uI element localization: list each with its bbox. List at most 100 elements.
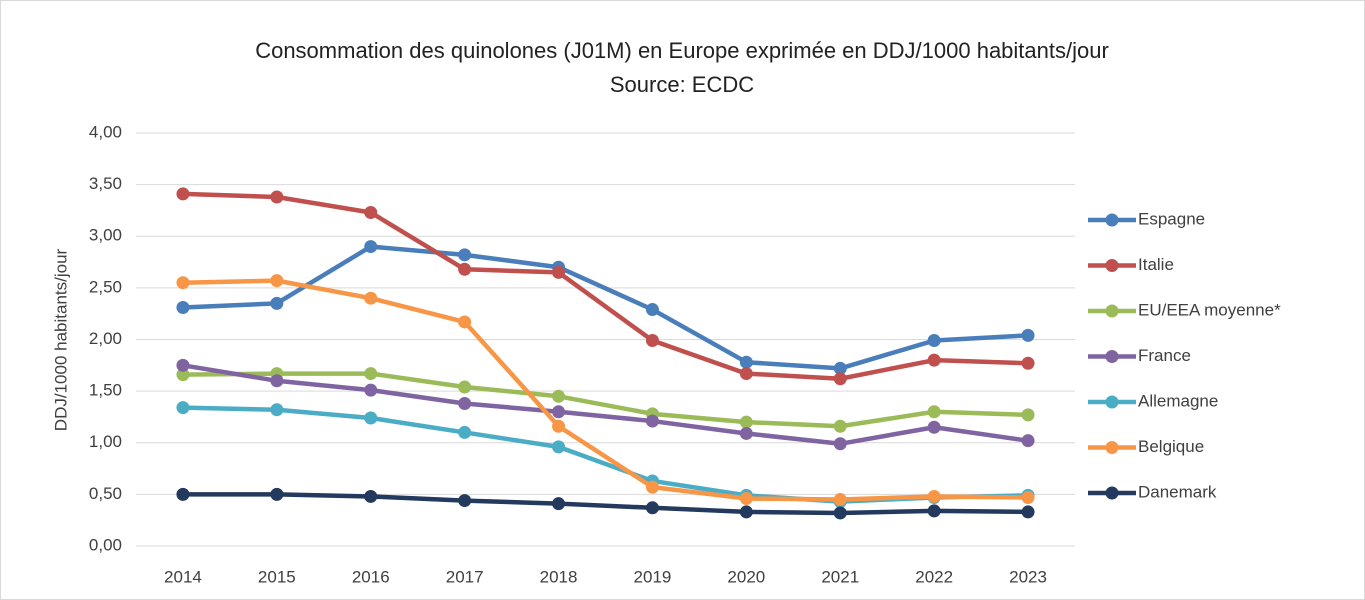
x-tick-label: 2019 <box>634 567 672 586</box>
data-point <box>270 296 284 310</box>
y-tick-label: 1,50 <box>89 381 122 400</box>
data-point <box>458 315 472 329</box>
data-point <box>176 401 190 415</box>
data-point <box>739 415 753 429</box>
legend-marker <box>1105 304 1119 318</box>
x-tick-label: 2018 <box>540 567 578 586</box>
data-point <box>270 274 284 288</box>
y-tick-label: 4,00 <box>89 122 122 141</box>
data-point <box>176 300 190 314</box>
series-line <box>182 278 1029 502</box>
data-point <box>458 397 472 411</box>
x-tick-label: 2015 <box>258 567 296 586</box>
data-point <box>270 190 284 204</box>
data-point <box>927 420 941 434</box>
data-point <box>458 425 472 439</box>
data-point <box>1021 434 1035 448</box>
y-tick-label: 0,00 <box>89 535 122 554</box>
data-point <box>552 389 566 403</box>
data-point <box>552 405 566 419</box>
data-point <box>458 380 472 394</box>
data-point <box>364 489 378 503</box>
legend-label: EU/EEA moyenne* <box>1138 300 1281 319</box>
legend-marker <box>1105 395 1119 409</box>
x-tick-label: 2017 <box>446 567 484 586</box>
data-point <box>176 358 190 372</box>
data-point <box>1021 408 1035 422</box>
series-line <box>182 363 1029 447</box>
y-tick-label: 2,50 <box>89 277 122 296</box>
x-tick-label: 2016 <box>352 567 390 586</box>
data-point <box>739 355 753 369</box>
data-point <box>927 334 941 348</box>
legend-label: Espagne <box>1138 209 1205 228</box>
data-point <box>1021 490 1035 504</box>
legend-marker <box>1105 259 1119 272</box>
data-point <box>833 372 847 386</box>
data-point <box>176 187 190 201</box>
data-point <box>927 405 941 419</box>
data-point <box>364 240 378 254</box>
data-point <box>552 419 566 433</box>
data-point <box>645 334 659 348</box>
legend-label: France <box>1138 346 1191 365</box>
data-point <box>833 437 847 451</box>
data-point <box>645 303 659 317</box>
data-point <box>645 501 659 515</box>
data-point <box>739 505 753 519</box>
data-point <box>552 440 566 454</box>
data-point <box>1021 356 1035 370</box>
data-point <box>833 493 847 507</box>
x-tick-label: 2020 <box>727 567 765 586</box>
legend-marker <box>1105 350 1119 363</box>
x-tick-label: 2021 <box>821 567 859 586</box>
data-point <box>739 367 753 381</box>
x-tick-label: 2014 <box>164 567 202 586</box>
legend-marker <box>1105 213 1119 227</box>
data-point <box>927 504 941 518</box>
series-line <box>182 371 1029 429</box>
data-point <box>364 411 378 425</box>
data-point <box>645 414 659 428</box>
data-point <box>270 487 284 501</box>
y-axis-label: DDJ/1000 habitants/jour <box>51 248 70 431</box>
data-point <box>927 353 941 367</box>
series-line <box>182 191 1029 381</box>
data-point <box>739 492 753 506</box>
x-tick-label: 2022 <box>915 567 953 586</box>
chart-subtitle: Source: ECDC <box>610 72 754 97</box>
data-point <box>364 367 378 381</box>
y-tick-label: 3,00 <box>89 226 122 245</box>
series-line <box>182 492 1029 516</box>
y-tick-label: 0,50 <box>89 484 122 503</box>
data-point <box>552 265 566 279</box>
legend-label: Belgique <box>1138 437 1204 456</box>
data-point <box>458 248 472 262</box>
data-point <box>645 480 659 494</box>
chart-title: Consommation des quinolones (J01M) en Eu… <box>255 38 1109 63</box>
data-point <box>176 276 190 290</box>
y-tick-label: 3,50 <box>89 174 122 193</box>
data-point <box>833 506 847 520</box>
legend-marker <box>1105 486 1119 500</box>
legend-label: Italie <box>1138 255 1174 274</box>
data-point <box>739 426 753 440</box>
data-point <box>458 262 472 276</box>
x-tick-label: 2023 <box>1009 567 1047 586</box>
legend-label: Allemagne <box>1138 391 1218 410</box>
data-point <box>176 487 190 501</box>
data-point <box>176 368 190 382</box>
data-point <box>364 206 378 220</box>
legend-marker <box>1105 441 1119 454</box>
legend-label: Danemark <box>1138 482 1217 501</box>
data-point <box>270 374 284 388</box>
data-point <box>833 419 847 433</box>
data-point <box>364 291 378 305</box>
y-tick-label: 1,00 <box>89 432 122 451</box>
data-point <box>1021 328 1035 342</box>
y-tick-label: 2,00 <box>89 329 122 348</box>
data-point <box>552 497 566 511</box>
